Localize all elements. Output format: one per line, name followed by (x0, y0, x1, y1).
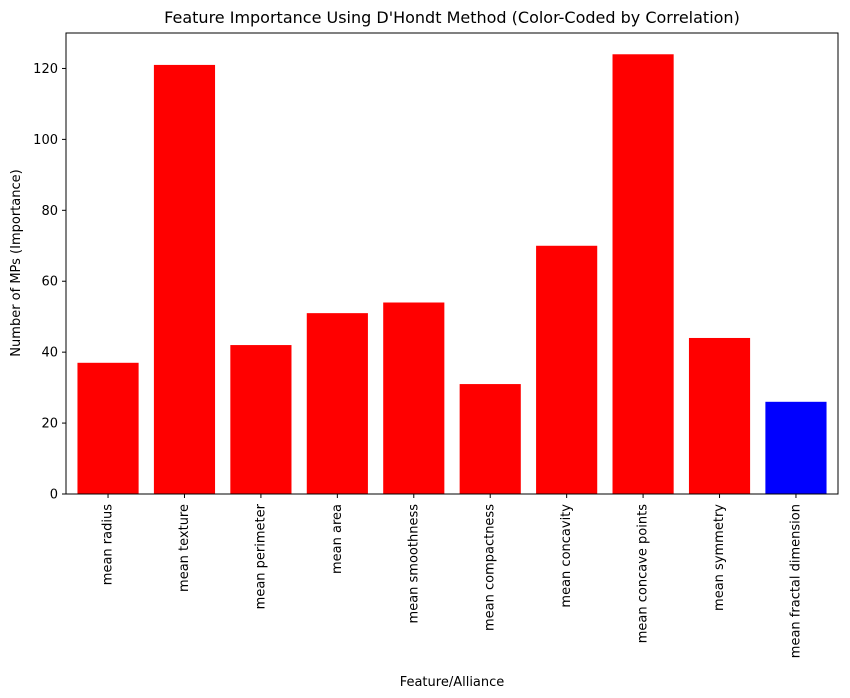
y-tick-label: 20 (41, 417, 58, 432)
x-tick-label: mean smoothness (406, 504, 421, 624)
bars-group (77, 54, 827, 495)
x-tick-label: mean compactness (483, 504, 498, 631)
x-tick-label: mean symmetry (712, 504, 727, 611)
x-axis-label: Feature/Alliance (400, 675, 505, 690)
bar-mean-perimeter (230, 345, 292, 494)
bar-mean-symmetry (688, 337, 751, 494)
y-axis-label: Number of MPs (Importance) (9, 169, 24, 356)
bar-mean-concavity (536, 245, 598, 494)
y-tick-label: 60 (41, 275, 58, 290)
x-tick-label: mean fractal dimension (788, 504, 803, 658)
bar-mean-fractal-dimension (765, 401, 827, 494)
bar-mean-smoothness (383, 302, 445, 494)
bar-mean-compactness (459, 384, 521, 494)
y-axis: 0 20 40 60 80 100 120 (33, 62, 66, 503)
y-tick-label: 100 (33, 133, 58, 148)
x-tick-label: mean perimeter (253, 503, 268, 609)
x-axis: mean radius mean texture mean perimeter mea… (101, 494, 803, 658)
y-tick-label: 80 (41, 204, 58, 219)
bar-mean-concave-points (612, 54, 674, 495)
plot-frame (65, 32, 839, 495)
y-tick-label: 40 (41, 346, 58, 361)
x-tick-label: mean concave points (636, 504, 651, 643)
x-tick-label: mean texture (177, 504, 192, 592)
y-tick-label: 120 (33, 62, 58, 77)
bar-mean-area (306, 313, 368, 494)
bar-mean-radius (77, 362, 139, 494)
y-tick-label: 0 (50, 488, 58, 503)
x-tick-label: mean area (330, 504, 345, 574)
x-tick-label: mean radius (101, 504, 116, 585)
bar-mean-texture (153, 64, 216, 495)
x-tick-label: mean concavity (559, 504, 574, 608)
chart-title: Feature Importance Using D'Hondt Method … (164, 8, 740, 27)
